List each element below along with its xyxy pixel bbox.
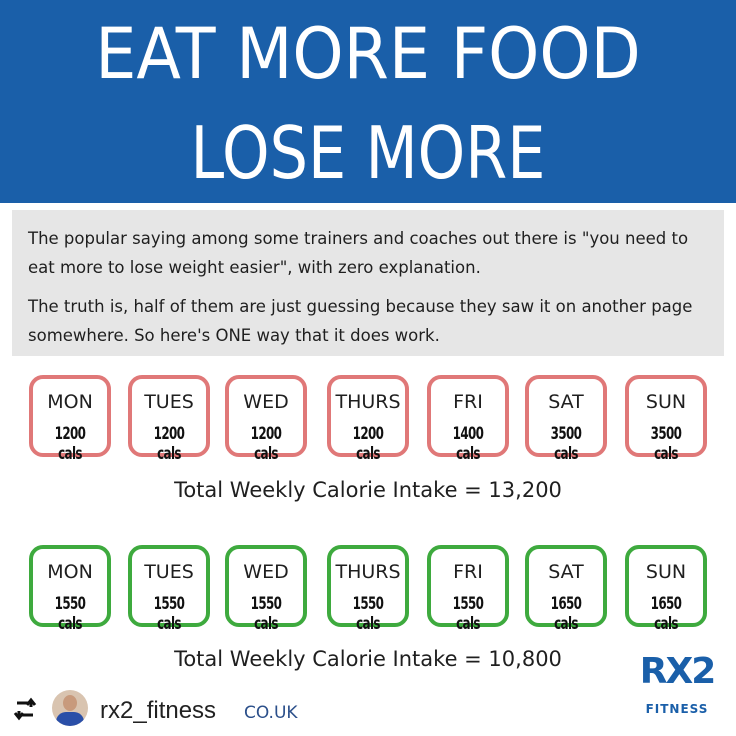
day-name: FRI [453,391,483,413]
avatar[interactable] [52,690,88,726]
plan-a-total: Total Weekly Calorie Intake = 13,200 [174,478,562,502]
day-name: SAT [548,391,584,413]
day-calories: 1650 cals [650,594,682,634]
day-name: MON [47,391,93,413]
site-text: CO.UK [244,703,298,723]
username-link[interactable]: rx2_fitness [100,697,217,724]
intro-paragraph-2: The truth is, half of them are just gues… [28,297,693,345]
day-calories: 1550 cals [352,594,384,634]
plan-b-day-thurs: THURS 1550 cals [327,545,409,634]
plan-a-day-sun: SUN 3500 cals [625,375,707,464]
logo-mark: RX2 [639,651,717,692]
day-calories: 1550 cals [250,594,282,634]
day-calories: 3500 cals [650,424,682,464]
day-calories: 1550 cals [54,594,86,634]
plan-b-day-sat: SAT 1650 cals [525,545,607,634]
day-calories: 1200 cals [153,424,185,464]
day-calories: 1650 cals [550,594,582,634]
rx2-fitness-logo: RX2 FITNESS [632,652,722,732]
day-name: THURS [335,391,401,413]
day-calories: 1200 cals [352,424,384,464]
day-name: THURS [335,561,401,583]
day-name: SAT [548,561,584,583]
plan-a-day-thurs: THURS 1200 cals [327,375,409,464]
plan-b-day-wed: WED 1550 cals [225,545,307,634]
day-calories: 1550 cals [452,594,484,634]
plan-b-total: Total Weekly Calorie Intake = 10,800 [174,647,562,671]
plan-b-day-tues: TUES 1550 cals [128,545,210,634]
plan-b-day-mon: MON 1550 cals [29,545,111,634]
day-name: SUN [645,561,687,583]
day-calories: 1400 cals [452,424,484,464]
title-line-1: EAT MORE FOOD [95,13,641,95]
plan-a-day-tues: TUES 1200 cals [128,375,210,464]
day-name: SUN [645,391,687,413]
day-name: WED [243,391,289,413]
plan-a-day-wed: WED 1200 cals [225,375,307,464]
logo-subtext: FITNESS [645,702,709,716]
day-name: WED [243,561,289,583]
day-name: TUES [144,391,194,413]
plan-a-day-sat: SAT 3500 cals [525,375,607,464]
day-calories: 1550 cals [153,594,185,634]
intro-box: The popular saying among some trainers a… [12,210,724,356]
day-calories: 1200 cals [54,424,86,464]
plan-b-day-fri: FRI 1550 cals [427,545,509,634]
intro-paragraph-1: The popular saying among some trainers a… [28,229,689,277]
plan-a-day-fri: FRI 1400 cals [427,375,509,464]
day-calories: 1200 cals [250,424,282,464]
plan-b-day-sun: SUN 1650 cals [625,545,707,634]
plan-a-day-mon: MON 1200 cals [29,375,111,464]
day-name: FRI [453,561,483,583]
title-banner: EAT MORE FOOD LOSE MORE WEIGHT [0,0,736,276]
day-calories: 3500 cals [550,424,582,464]
day-name: TUES [144,561,194,583]
repost-icon[interactable] [12,697,38,728]
day-name: MON [47,561,93,583]
